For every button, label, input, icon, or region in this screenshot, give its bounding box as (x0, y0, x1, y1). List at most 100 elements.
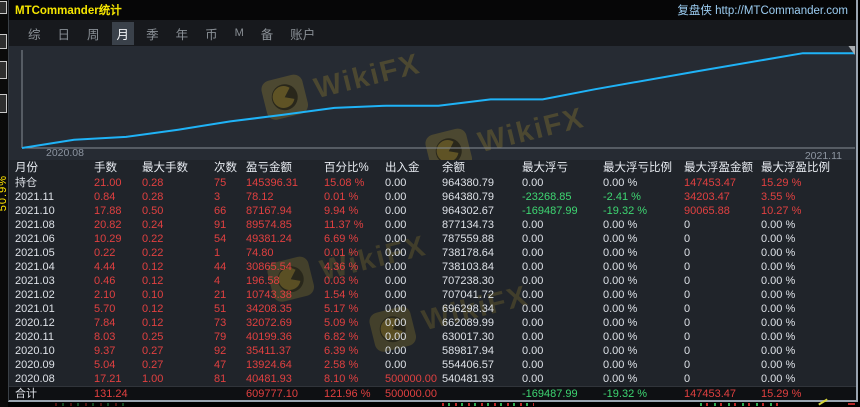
cell: 6.69 % (324, 233, 359, 245)
cell: 964380.79 (442, 177, 494, 189)
cell: 2021.05 (15, 247, 55, 259)
cell: -19.32 % (603, 388, 648, 400)
table-row[interactable]: 2020.12 7.84 0.12 73 32072.69 5.09 % 0.00 66208… (9, 316, 856, 330)
cell: 0.00 (522, 275, 544, 287)
cell: 0.00 (385, 359, 407, 371)
cell: 0.00 % (761, 261, 796, 273)
cell: 589817.94 (442, 345, 494, 357)
cell: 0.00 (522, 359, 544, 371)
cell: 696298.34 (442, 303, 494, 315)
column-header: 百分比% (324, 162, 369, 174)
table-row[interactable]: 2021.03 0.46 0.12 4 196.58 0.03 % 0.00 707238.3… (9, 274, 856, 288)
cell: 0.00 % (761, 247, 796, 259)
cell: 0.22 (142, 233, 164, 245)
cell: 964302.67 (442, 205, 494, 217)
cell: 4.36 % (324, 261, 359, 273)
cell: 75 (214, 177, 227, 189)
cell: 0.00 (385, 261, 407, 273)
cell: 0.50 (142, 205, 164, 217)
cell: 3.55 % (761, 191, 796, 203)
mtcommander-stats-window: MTCommander统计 复盘侠 http://MTCommander.com… (8, 0, 858, 402)
cell: 0.00 % (761, 331, 796, 343)
column-header: 月份 (15, 162, 38, 174)
cell: 0.00 % (761, 373, 796, 385)
cell: -23268.85 (522, 191, 572, 203)
cell: 0 (684, 331, 691, 343)
cell: 0 (684, 345, 691, 357)
table-row[interactable]: 2021.11 0.84 0.28 3 78.12 0.01 % 0.00 964380.79… (9, 190, 856, 204)
cell: 持仓 (15, 177, 37, 189)
menu-bar: 综 日 周 月 季 年 币 M 备 账户 (9, 20, 856, 46)
table-row[interactable]: 2021.01 5.70 0.12 51 34208.35 5.17 % 0.00 69629… (9, 302, 856, 316)
table-row[interactable]: 2021.10 17.88 0.50 66 87167.94 9.94 % 0.00 9643… (9, 204, 856, 218)
table-row[interactable]: 2021.05 0.22 0.22 1 74.80 0.01 % 0.00 738178.64… (9, 246, 856, 260)
cell: 0 (684, 289, 691, 301)
cell: 92 (214, 345, 227, 357)
menu-item-day[interactable]: 日 (57, 27, 71, 42)
stats-table: WikiFX WikiFX 月份 手数 最大手数 次数 盈亏金额 百分比% 出入… (9, 160, 856, 400)
cell (214, 387, 246, 400)
table-row[interactable]: 2021.04 4.44 0.12 44 30865.54 4.36 % 0.00 73810… (9, 260, 856, 274)
cell: 0.00 (385, 247, 407, 259)
table-row[interactable]: 2021.02 2.10 0.10 21 10743.38 1.54 % 0.00 70704… (9, 288, 856, 302)
cell: 0.00 (522, 331, 544, 343)
cell: 10743.38 (246, 289, 292, 301)
cell: 0.00 (385, 345, 407, 357)
cell: 2.10 (94, 289, 116, 301)
cell: 40481.93 (246, 373, 292, 385)
cell: 合计 (15, 388, 37, 400)
table-row[interactable]: 2021.06 10.29 0.22 54 49381.24 6.69 % 0.00 7875… (9, 232, 856, 246)
cell: 4.44 (94, 261, 116, 273)
menu-item-m[interactable]: M (234, 27, 244, 39)
background-icon (0, 34, 7, 49)
cell: 964380.79 (442, 191, 494, 203)
cell: 738178.64 (442, 247, 494, 259)
menu-item-quarter[interactable]: 季 (146, 27, 159, 42)
cell: 0.28 (142, 177, 164, 189)
cell: 707238.30 (442, 275, 494, 287)
menu-item-month[interactable]: 月 (111, 21, 135, 45)
equity-curve (21, 52, 855, 149)
table-row[interactable]: 合计 131.24 609777.10 121.96 % 500000.00 -16948… (9, 386, 856, 400)
background-candles-sliver (848, 403, 855, 405)
cell: 0.00 % (603, 233, 638, 245)
menu-item-year[interactable]: 年 (175, 27, 189, 42)
cell: 196.58 (246, 275, 280, 287)
cell: 500000.00 (385, 373, 437, 385)
column-header: 盈亏金额 (246, 162, 292, 174)
cell: 10.29 (94, 233, 122, 245)
cell: 2021.04 (15, 261, 55, 273)
cell: 0.84 (94, 191, 116, 203)
table-row[interactable]: 持仓 21.00 0.28 75 145396.31 15.08 % 0.00 964380.… (9, 176, 856, 190)
cell: 0 (684, 219, 691, 231)
cell: 0 (684, 247, 691, 259)
column-header: 出入金 (385, 162, 420, 174)
cell: 0.00 (385, 317, 407, 329)
cell: 540481.93 (442, 373, 494, 385)
cell: 0.24 (142, 219, 164, 231)
table-row[interactable]: 2020.10 9.37 0.27 92 35411.37 6.39 % 0.00 58981… (9, 344, 856, 358)
stats-table-body: 持仓 21.00 0.28 75 145396.31 15.08 % 0.00 964380.… (9, 176, 856, 400)
cell: 66 (214, 205, 227, 217)
cell: 2021.03 (15, 275, 55, 287)
cell: 609777.10 (246, 388, 298, 400)
cell: 0.00 (385, 233, 407, 245)
cell: 3 (214, 191, 221, 203)
cell: 90065.88 (684, 205, 730, 217)
menu-item-currency[interactable]: 币 (205, 27, 218, 42)
cell: 0.00 % (603, 177, 638, 189)
column-header: 最大浮亏比例 (603, 162, 672, 174)
cell: -169487.99 (522, 205, 578, 217)
menu-item-memo[interactable]: 备 (260, 27, 274, 42)
table-row[interactable]: 2021.08 20.82 0.24 91 89574.85 11.37 % 0.00 877… (9, 218, 856, 232)
cell: 738103.84 (442, 261, 494, 273)
cell: 0.27 (142, 359, 164, 371)
menu-item-account[interactable]: 账户 (290, 27, 316, 42)
table-row[interactable]: 2020.09 5.04 0.27 47 13924.64 2.58 % 0.00 55440… (9, 358, 856, 372)
menu-item-week[interactable]: 周 (87, 27, 100, 42)
table-row[interactable]: 2020.11 8.03 0.25 79 40199.36 6.82 % 0.00 63001… (9, 330, 856, 344)
table-row[interactable]: 2020.08 17.21 1.00 81 40481.93 8.10 % 500000.0… (9, 372, 856, 386)
cell: 877134.73 (442, 219, 494, 231)
cell: 13924.64 (246, 359, 292, 371)
menu-item-overview[interactable]: 综 (28, 27, 41, 42)
